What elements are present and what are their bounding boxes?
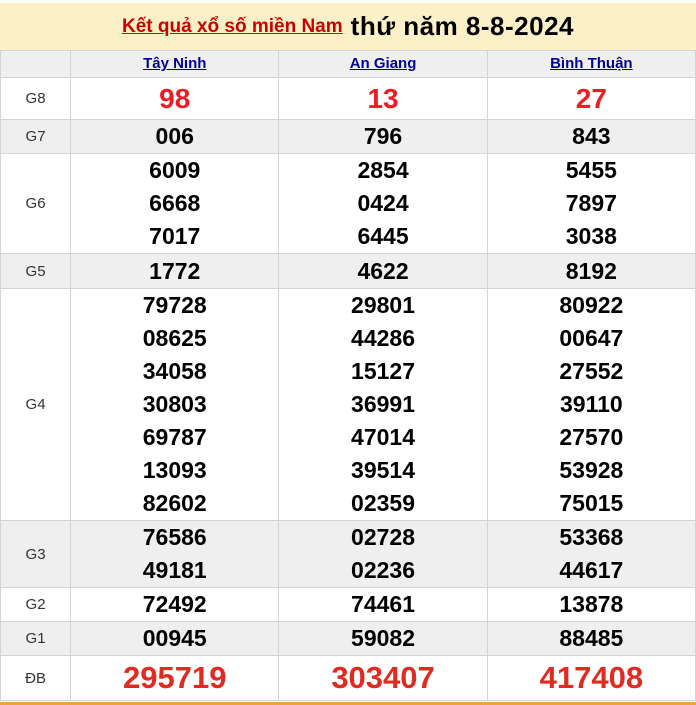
result-G1-col-3: 88485 bbox=[486, 621, 696, 656]
result-row-G4-line-6: 13093 39514 53928 bbox=[1, 454, 696, 487]
prize-label-G7: G7 bbox=[0, 119, 72, 154]
result-G4-col-2-line-3: 15127 bbox=[278, 355, 488, 388]
draw-date-title: thứ năm 8-8-2024 bbox=[350, 11, 575, 41]
result-row-G4-line-7: 82602 02359 75015 bbox=[1, 487, 696, 521]
result-G3-col-3-line-2: 44617 bbox=[486, 554, 696, 588]
result-row-G6-line-1: G6 6009 2854 5455 bbox=[0, 153, 696, 254]
result-G3-col-3-line-1: 53368 bbox=[486, 520, 696, 554]
result-G6-col-1-line-2: 6668 bbox=[70, 187, 280, 220]
results-body: G8 98 13 27 G7 006 796 843 G6 6009 2854 5455 6668 042… bbox=[0, 77, 696, 701]
result-row-G7: G7 006 796 843 bbox=[0, 119, 696, 154]
result-G1-col-2: 59082 bbox=[278, 621, 488, 656]
result-G1-col-1: 00945 bbox=[70, 621, 280, 656]
result-G3-col-2-line-1: 02728 bbox=[278, 520, 488, 554]
result-row-G6-line-3: 7017 6445 3038 bbox=[1, 220, 696, 254]
region-title-link[interactable]: Kết quả xổ số miền Nam bbox=[121, 15, 343, 37]
result-G4-col-2-line-2: 44286 bbox=[278, 322, 488, 355]
result-row-G2: G2 72492 74461 13878 bbox=[0, 587, 696, 622]
result-ĐB-col-3: 417408 bbox=[486, 655, 696, 701]
header-province-2: An Giang bbox=[278, 50, 488, 78]
results-table: Tây Ninh An Giang Bình Thuận G8 98 13 27 G7 0… bbox=[0, 50, 696, 701]
result-G7-col-2: 796 bbox=[278, 119, 488, 154]
result-row-G3-line-1: G3 76586 02728 53368 bbox=[0, 520, 696, 588]
prize-label-G4: G4 bbox=[0, 288, 72, 521]
prize-label-ĐB: ĐB bbox=[0, 655, 72, 701]
result-G4-col-1-line-2: 08625 bbox=[70, 322, 280, 355]
result-G4-col-2-line-1: 29801 bbox=[278, 288, 488, 322]
header-province-3: Bình Thuận bbox=[486, 50, 696, 78]
result-row-G3-line-2: 49181 02236 44617 bbox=[1, 554, 696, 588]
result-G7-col-1: 006 bbox=[70, 119, 280, 154]
prize-label-G8: G8 bbox=[0, 77, 72, 120]
result-G5-col-3: 8192 bbox=[486, 253, 696, 289]
result-G7-col-3: 843 bbox=[486, 119, 696, 154]
result-G4-col-2-line-7: 02359 bbox=[278, 487, 488, 521]
result-G3-col-2-line-2: 02236 bbox=[278, 554, 488, 588]
province-link-tay-ninh[interactable]: Tây Ninh bbox=[143, 55, 207, 72]
result-G5-col-2: 4622 bbox=[278, 253, 488, 289]
result-row-G4-line-3: 34058 15127 27552 bbox=[1, 355, 696, 388]
result-G6-col-2-line-2: 0424 bbox=[278, 187, 488, 220]
province-link-an-giang[interactable]: An Giang bbox=[349, 55, 417, 72]
result-G4-col-1-line-3: 34058 bbox=[70, 355, 280, 388]
prize-label-G3: G3 bbox=[0, 520, 72, 588]
result-G4-col-3-line-6: 53928 bbox=[486, 454, 696, 487]
result-G6-col-1-line-3: 7017 bbox=[70, 220, 280, 254]
result-G8-col-2: 13 bbox=[278, 77, 488, 120]
result-G4-col-1-line-7: 82602 bbox=[70, 487, 280, 521]
result-G4-col-3-line-7: 75015 bbox=[486, 487, 696, 521]
result-G4-col-2-line-4: 36991 bbox=[278, 388, 488, 421]
result-G6-col-2-line-3: 6445 bbox=[278, 220, 488, 254]
header-row: Tây Ninh An Giang Bình Thuận bbox=[0, 50, 696, 78]
result-G4-col-3-line-5: 27570 bbox=[486, 421, 696, 454]
result-G8-col-3: 27 bbox=[486, 77, 696, 120]
result-ĐB-col-2: 303407 bbox=[278, 655, 488, 701]
header-province-1: Tây Ninh bbox=[70, 50, 280, 78]
result-row-G8: G8 98 13 27 bbox=[0, 77, 696, 120]
result-G6-col-3-line-1: 5455 bbox=[486, 153, 696, 187]
result-ĐB-col-1: 295719 bbox=[70, 655, 280, 701]
result-row-G4-line-4: 30803 36991 39110 bbox=[1, 388, 696, 421]
result-G3-col-1-line-2: 49181 bbox=[70, 554, 280, 588]
result-G4-col-3-line-3: 27552 bbox=[486, 355, 696, 388]
result-G4-col-1-line-4: 30803 bbox=[70, 388, 280, 421]
result-G2-col-3: 13878 bbox=[486, 587, 696, 622]
result-G4-col-1-line-6: 13093 bbox=[70, 454, 280, 487]
result-G6-col-3-line-2: 7897 bbox=[486, 187, 696, 220]
result-G2-col-1: 72492 bbox=[70, 587, 280, 622]
result-row-G1: G1 00945 59082 88485 bbox=[0, 621, 696, 656]
result-row-G6-line-2: 6668 0424 7897 bbox=[1, 187, 696, 220]
result-G3-col-1-line-1: 76586 bbox=[70, 520, 280, 554]
prize-label-G2: G2 bbox=[0, 587, 72, 622]
result-G4-col-2-line-6: 39514 bbox=[278, 454, 488, 487]
result-G6-col-1-line-1: 6009 bbox=[70, 153, 280, 187]
result-G4-col-1-line-5: 69787 bbox=[70, 421, 280, 454]
title-bar: Kết quả xổ số miền Nam thứ năm 8-8-2024 bbox=[0, 3, 696, 50]
result-G4-col-3-line-2: 00647 bbox=[486, 322, 696, 355]
result-row-G5: G5 1772 4622 8192 bbox=[0, 253, 696, 289]
prize-label-G1: G1 bbox=[0, 621, 72, 656]
result-row-G4-line-1: G4 79728 29801 80922 bbox=[0, 288, 696, 521]
result-row-G4-line-2: 08625 44286 00647 bbox=[1, 322, 696, 355]
result-row-ĐB: ĐB 295719 303407 417408 bbox=[0, 655, 696, 701]
result-G6-col-3-line-3: 3038 bbox=[486, 220, 696, 254]
result-G8-col-1: 98 bbox=[70, 77, 280, 120]
result-G4-col-3-line-1: 80922 bbox=[486, 288, 696, 322]
prize-label-G6: G6 bbox=[0, 153, 72, 254]
result-G4-col-2-line-5: 47014 bbox=[278, 421, 488, 454]
province-link-binh-thuan[interactable]: Bình Thuận bbox=[550, 55, 633, 72]
result-G4-col-1-line-1: 79728 bbox=[70, 288, 280, 322]
prize-label-G5: G5 bbox=[0, 253, 72, 289]
result-G2-col-2: 74461 bbox=[278, 587, 488, 622]
result-row-G4-line-5: 69787 47014 27570 bbox=[1, 421, 696, 454]
result-G5-col-1: 1772 bbox=[70, 253, 280, 289]
bottom-accent-bar bbox=[0, 702, 696, 705]
result-G6-col-2-line-1: 2854 bbox=[278, 153, 488, 187]
result-G4-col-3-line-4: 39110 bbox=[486, 388, 696, 421]
header-empty-cell bbox=[0, 50, 72, 78]
